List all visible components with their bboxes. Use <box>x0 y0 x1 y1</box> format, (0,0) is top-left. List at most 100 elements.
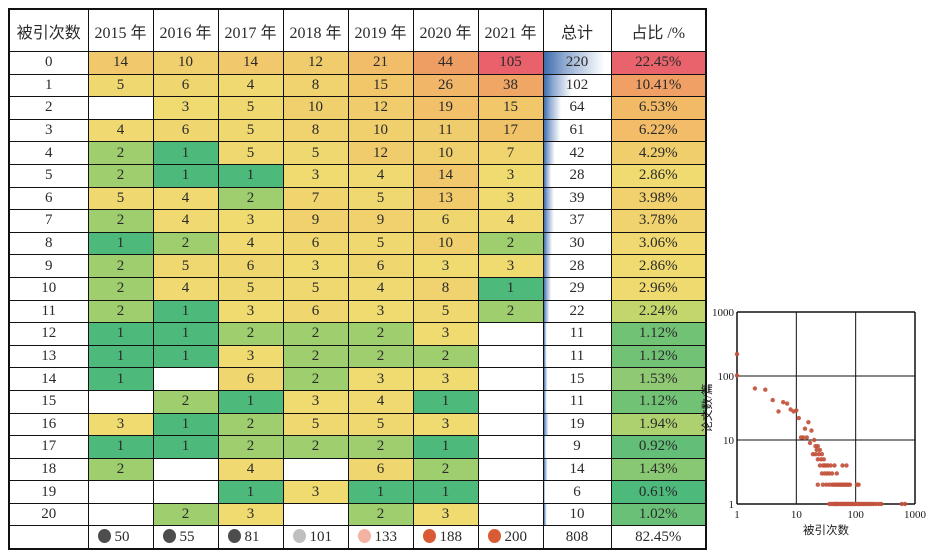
percent-cell: 1.53% <box>610 367 707 391</box>
year-value-cell: 2 <box>217 412 284 437</box>
scatter-point <box>784 401 790 406</box>
percent-cell: 2.24% <box>610 299 707 324</box>
year-value-cell: 2 <box>152 231 219 256</box>
citation-count-cell: 1 <box>8 73 89 98</box>
x-tick-label: 10 <box>791 509 803 521</box>
year-value-cell: 3 <box>347 367 414 391</box>
total-value: 220 <box>565 54 589 71</box>
year-value-cell: 3 <box>412 254 479 278</box>
percent-cell: 2.96% <box>610 276 707 301</box>
year-value-cell <box>87 389 154 414</box>
year-value-cell: 2 <box>87 299 154 324</box>
scatter-point <box>806 420 811 425</box>
total-data-bar <box>544 391 547 413</box>
year-value-cell <box>477 344 544 369</box>
total-cell: 9 <box>542 435 612 459</box>
total-data-bar <box>544 301 551 322</box>
year-value-cell: 15 <box>347 73 414 98</box>
year-value-cell: 1 <box>412 480 479 504</box>
table-row: 4 2 1 5 5 12 10 7 42 4.29% <box>8 141 707 165</box>
column-header: 2020 年 <box>412 8 479 52</box>
total-value: 11 <box>569 325 585 342</box>
scatter-point <box>834 471 839 476</box>
year-value-cell: 1 <box>152 322 219 346</box>
column-header: 2021 年 <box>477 8 544 52</box>
year-value-cell: 2 <box>347 435 414 459</box>
year-total-cell: 188 <box>412 525 479 550</box>
year-value-cell: 38 <box>477 73 544 98</box>
total-value: 28 <box>569 167 585 184</box>
total-value: 11 <box>569 393 585 410</box>
year-total-cell: 50 <box>87 525 154 550</box>
year-value-cell: 4 <box>87 118 154 143</box>
percent-cell: 10.41% <box>610 73 707 98</box>
total-cell: 15 <box>542 367 612 391</box>
total-value: 39 <box>569 189 585 206</box>
percent-cell: 22.45% <box>610 51 707 75</box>
year-value-cell: 10 <box>347 118 414 143</box>
y-axis-label: 论文数/篇 <box>700 383 714 432</box>
year-value-cell: 2 <box>87 209 154 233</box>
year-value-cell: 4 <box>477 209 544 233</box>
year-value-cell: 3 <box>412 367 479 391</box>
total-data-bar <box>544 413 550 435</box>
scatter-chart: 1 10 100 1000 1 10 100 1000 被引次数 论文数/篇 <box>700 278 938 559</box>
total-cell: 28 <box>542 163 612 188</box>
total-cell: 11 <box>542 389 612 414</box>
citation-count-cell: 19 <box>8 480 89 504</box>
table-row: 16 3 1 2 5 5 3 19 1.94% <box>8 412 707 437</box>
total-cell: 28 <box>542 254 612 278</box>
column-header: 占比 /% <box>610 8 707 52</box>
year-value-cell: 12 <box>282 51 349 75</box>
x-tick-label: 1 <box>734 509 740 521</box>
scatter-point <box>802 426 808 431</box>
year-total-value: 55 <box>179 528 195 545</box>
year-total-cell: 55 <box>152 525 219 550</box>
total-value: 10 <box>569 506 585 523</box>
year-value-cell: 5 <box>217 276 284 301</box>
year-value-cell: 14 <box>87 51 154 75</box>
percent-cell: 1.12% <box>610 322 707 346</box>
scatter-point <box>752 386 758 391</box>
year-value-cell: 8 <box>412 276 479 301</box>
year-value-cell: 3 <box>87 412 154 437</box>
year-value-cell <box>87 480 154 504</box>
year-value-cell: 2 <box>347 502 414 527</box>
year-value-cell: 1 <box>412 389 479 414</box>
citation-count-cell: 6 <box>8 186 89 211</box>
table-row: 6 5 4 2 7 5 13 3 39 3.98% <box>8 186 707 211</box>
column-header: 总计 <box>542 8 612 52</box>
year-value-cell: 3 <box>412 502 479 527</box>
year-value-cell: 12 <box>347 141 414 165</box>
year-value-cell: 1 <box>412 435 479 459</box>
year-value-cell: 1 <box>87 367 154 391</box>
total-cell: 10 <box>542 502 612 527</box>
year-value-cell: 21 <box>347 51 414 75</box>
total-data-bar <box>544 120 563 141</box>
year-value-cell: 5 <box>152 254 219 278</box>
year-total-cell: 200 <box>477 525 544 550</box>
total-data-bar <box>544 255 552 277</box>
table-row: 1 5 6 4 8 15 26 38 102 10.41% <box>8 73 707 98</box>
scatter-point <box>829 471 835 476</box>
scatter-point <box>856 482 861 487</box>
year-value-cell: 1 <box>87 231 154 256</box>
scatter-point <box>781 400 786 405</box>
year-value-cell: 11 <box>412 118 479 143</box>
year-value-cell: 1 <box>217 163 284 188</box>
year-value-cell: 8 <box>282 73 349 98</box>
table-row: 5 2 1 1 3 4 14 3 28 2.86% <box>8 163 707 188</box>
citation-count-cell: 17 <box>8 435 89 459</box>
year-value-cell: 1 <box>87 435 154 459</box>
year-value-cell: 1 <box>87 344 154 369</box>
x-tick-label: 1000 <box>904 509 927 521</box>
year-value-cell: 105 <box>477 51 544 75</box>
year-total-cell: 101 <box>282 525 349 550</box>
year-value-cell: 1 <box>217 389 284 414</box>
year-total-value: 200 <box>504 528 528 545</box>
total-value: 102 <box>565 76 589 93</box>
year-total-cell: 133 <box>347 525 414 550</box>
year-value-cell: 6 <box>152 73 219 98</box>
year-value-cell: 3 <box>282 480 349 504</box>
scatter-point <box>796 415 801 421</box>
